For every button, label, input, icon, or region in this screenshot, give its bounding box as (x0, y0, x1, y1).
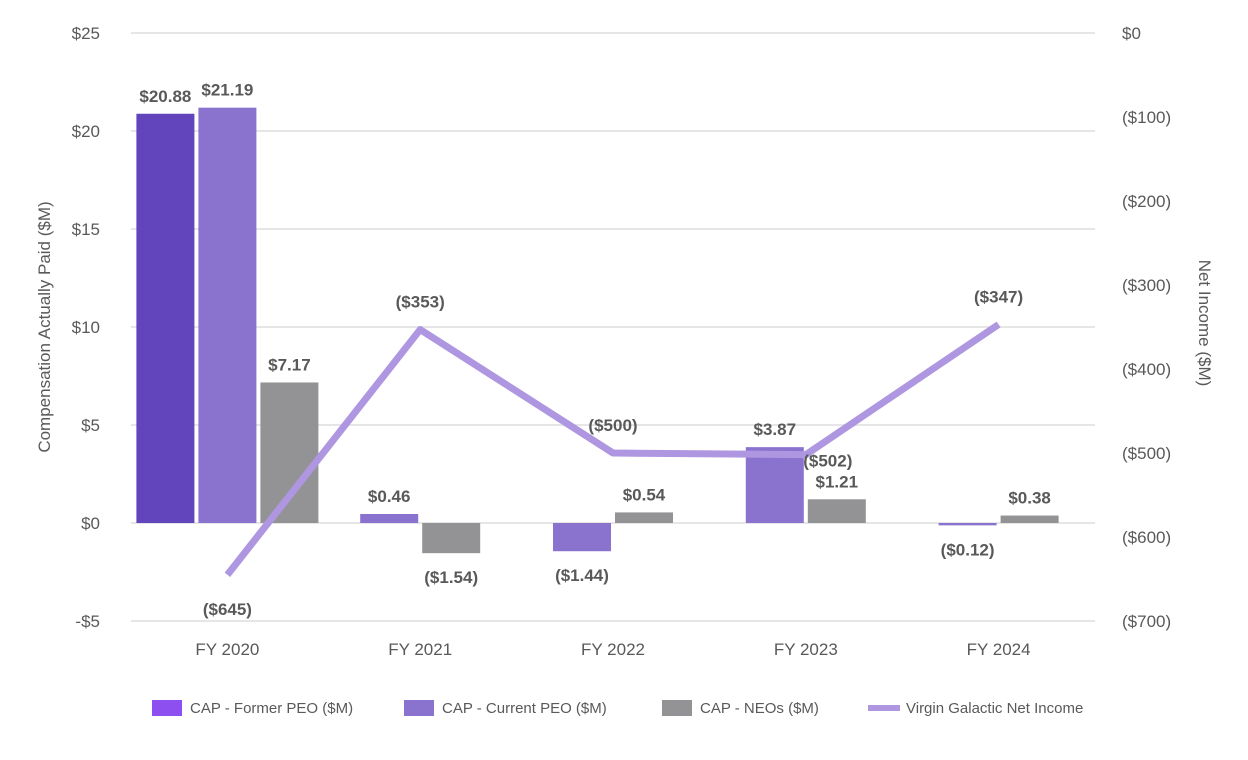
x-tick-label: FY 2024 (967, 640, 1031, 659)
y-tick-label: $15 (72, 220, 100, 239)
x-tick-label: FY 2021 (388, 640, 452, 659)
x-tick-label: FY 2023 (774, 640, 838, 659)
y-tick-label: -$5 (75, 612, 100, 631)
bar (615, 512, 673, 523)
bar (260, 382, 319, 523)
y2-tick-label: ($600) (1122, 528, 1171, 547)
y2-tick-label: ($700) (1122, 612, 1171, 631)
bar (807, 499, 866, 523)
y-axis-title: Compensation Actually Paid ($M) (35, 201, 54, 452)
bar (198, 107, 257, 524)
y2-tick-label: ($300) (1122, 276, 1171, 295)
legend-label: CAP - NEOs ($M) (700, 700, 819, 717)
bar-data-label: $0.46 (368, 487, 411, 506)
bar-data-label: ($1.44) (555, 566, 609, 585)
bar-data-label: ($0.12) (941, 540, 995, 559)
line-data-label: ($500) (588, 416, 637, 435)
bar (360, 513, 419, 523)
line-data-label: ($645) (203, 600, 252, 619)
line-data-label: ($347) (974, 287, 1023, 306)
bar (1000, 515, 1059, 523)
x-tick-label: FY 2022 (581, 640, 645, 659)
y2-axis-ticks: $0 ($100) ($200) ($300) ($400) ($500) ($600) ($… (1122, 24, 1171, 631)
y-tick-label: $5 (81, 416, 100, 435)
bar-data-label: $3.87 (754, 420, 797, 439)
y-tick-label: $25 (72, 24, 100, 43)
y2-tick-label: ($100) (1122, 108, 1171, 127)
y2-tick-label: $0 (1122, 24, 1141, 43)
bar (745, 447, 804, 523)
y-tick-label: $20 (72, 122, 100, 141)
bar-data-label: $20.88 (139, 87, 191, 106)
y2-axis-title: Net Income ($M) (1195, 260, 1214, 387)
legend-label: CAP - Current PEO ($M) (442, 700, 607, 717)
bar (553, 523, 611, 552)
bar (136, 113, 195, 523)
y2-tick-label: ($200) (1122, 192, 1171, 211)
legend-swatch (662, 700, 692, 716)
y2-tick-label: ($400) (1122, 360, 1171, 379)
net-income-line (224, 321, 1001, 577)
line-data-label: ($353) (396, 293, 445, 312)
data-labels: $20.88 $21.19 $7.17 $0.46 ($1.54) ($1.44) $0.5… (139, 81, 1050, 619)
legend: CAP - Former PEO ($M) CAP - Current PEO (… (152, 700, 1083, 717)
y-axis-ticks: $25 $20 $15 $10 $5 $0 -$5 (72, 24, 100, 631)
bar (422, 523, 481, 554)
line-data-label: ($502) (803, 452, 852, 471)
y-tick-label: $0 (81, 514, 100, 533)
gridlines (131, 32, 1095, 622)
legend-swatch (152, 700, 182, 716)
bar-data-label: $0.38 (1008, 489, 1051, 508)
bar (938, 523, 997, 526)
x-tick-label: FY 2020 (195, 640, 259, 659)
legend-label: CAP - Former PEO ($M) (190, 700, 353, 717)
bar-data-label: $1.21 (816, 472, 859, 491)
y2-tick-label: ($500) (1122, 444, 1171, 463)
bars (136, 107, 1059, 554)
legend-label: Virgin Galactic Net Income (906, 700, 1083, 717)
bar-data-label: $0.54 (623, 485, 666, 504)
y-tick-label: $10 (72, 318, 100, 337)
legend-swatch (404, 700, 434, 716)
bar-data-label: $21.19 (201, 81, 253, 100)
x-axis-ticks: FY 2020 FY 2021 FY 2022 FY 2023 FY 2024 (195, 640, 1030, 659)
net-income-polyline (224, 321, 1001, 577)
bar-data-label: $7.17 (268, 355, 311, 374)
bar-data-label: ($1.54) (424, 568, 478, 587)
